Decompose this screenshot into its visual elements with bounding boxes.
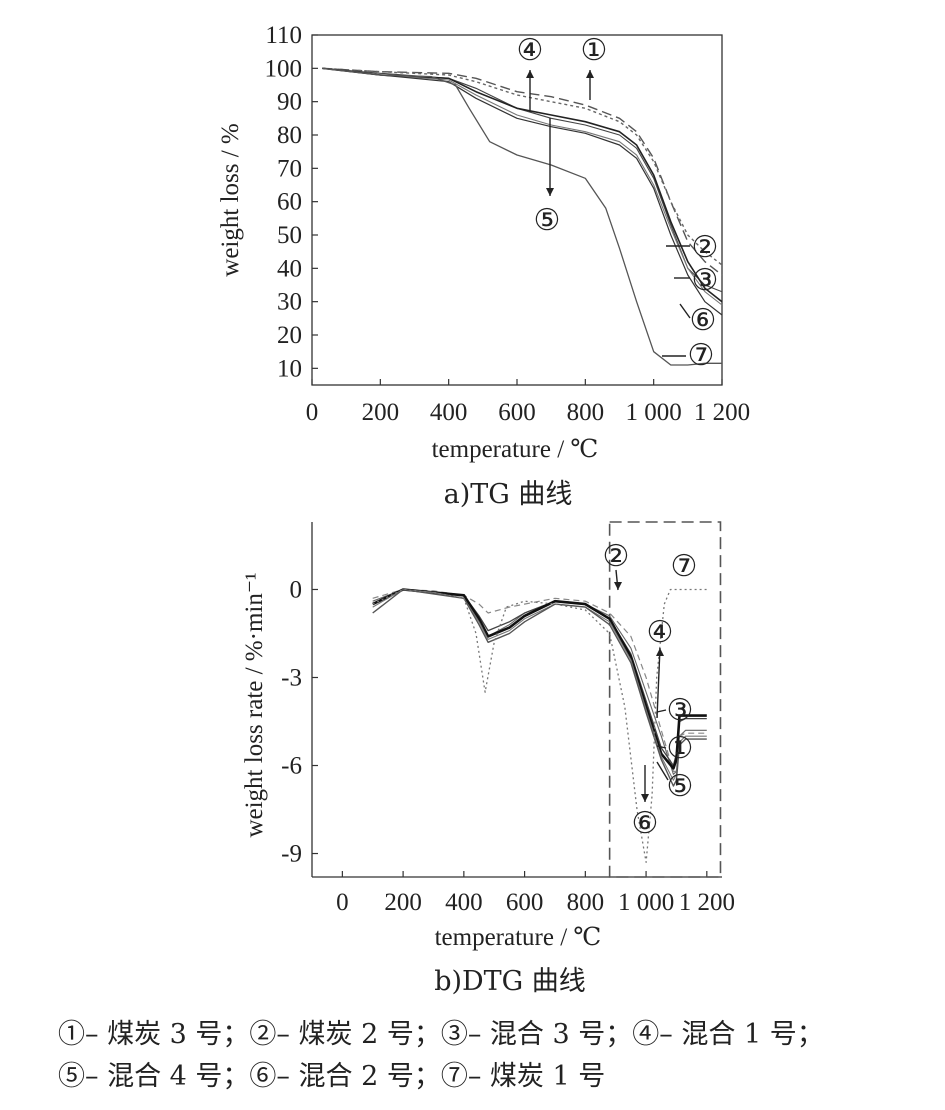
tg-annotation-label: ⑤ [534, 203, 561, 238]
tg-annotation-label: ⑦ [688, 338, 715, 373]
tg-x-tick-label: 200 [362, 399, 400, 426]
dtg-x-tick-label: 800 [567, 889, 605, 916]
tg-x-tick-label: 1 000 [626, 399, 682, 426]
dtg-xlabel: temperature / ℃ [435, 924, 602, 951]
legend-line-2: ⑤– 混合 4 号；⑥– 混合 2 号；⑦– 煤炭 1 号 [58, 1061, 606, 1092]
tg-y-tick-label: 90 [277, 89, 302, 116]
tg-y-tick-label: 40 [277, 255, 302, 282]
tg-annotation-label: ⑥ [690, 303, 717, 338]
tg-annotation-arrow [526, 70, 534, 78]
tg-y-tick-label: 20 [277, 322, 302, 349]
dtg-x-tick-label: 600 [506, 889, 544, 916]
dtg-annotation-arrow [641, 794, 649, 802]
tg-y-tick-label: 10 [277, 355, 302, 382]
dtg-x-tick-label: 0 [336, 889, 349, 916]
tg-x-tick-label: 600 [498, 399, 536, 426]
tg-ylabel: weight loss / % [217, 123, 244, 276]
tg-x-tick-label: 400 [430, 399, 468, 426]
tg-y-tick-label: 50 [277, 222, 302, 249]
dtg-annotation-leader [656, 745, 667, 749]
dtg-ylabel: weight loss rate / %·min⁻¹ [241, 572, 268, 837]
dtg-x-tick-label: 200 [384, 889, 422, 916]
dtg-x-tick-label: 1 200 [679, 889, 735, 916]
tg-x-tick-label: 800 [567, 399, 605, 426]
tg-y-tick-label: 30 [277, 289, 302, 316]
tg-caption: a)TG 曲线 [444, 479, 573, 510]
tg-annotation-leader [679, 303, 691, 319]
tg-xlabel: temperature / ℃ [432, 436, 599, 463]
dtg-y-tick-label: -9 [281, 841, 302, 868]
tg-annotation-label: ① [581, 33, 608, 68]
dtg-annotation-leader [656, 709, 667, 713]
tg-annotation-label: ④ [517, 33, 544, 68]
dtg-annotation-leader [656, 761, 669, 781]
legend-line-1: ①– 煤炭 3 号；②– 煤炭 2 号；③– 混合 3 号；④– 混合 1 号； [58, 1019, 824, 1050]
dtg-series-line [372, 588, 707, 863]
tg-series-line [322, 67, 723, 266]
dtg-y-tick-label: 0 [290, 576, 303, 603]
dtg-annotation-label: ⑥ [632, 806, 659, 841]
dtg-x-tick-label: 1 000 [618, 889, 674, 916]
dtg-caption: b)DTG 曲线 [434, 966, 586, 997]
tg-annotation-label: ② [692, 230, 719, 265]
dtg-x-tick-label: 400 [445, 889, 483, 916]
dtg-annotation-label: ③ [667, 693, 694, 728]
tg-axes [311, 34, 723, 386]
dtg-highlight-box [608, 521, 722, 878]
tg-annotation-label: ③ [692, 263, 719, 298]
tg-y-tick-label: 80 [277, 122, 302, 149]
tg-marks: 0 200 400 600 800 1 000 1 200 10 20 30 40 50 60 70 80 9… [265, 22, 751, 426]
dtg-annotation-arrow [656, 648, 664, 656]
dtg-annotation-arrow [614, 582, 622, 590]
dtg-axes [311, 522, 722, 878]
tg-x-tick-label: 1 200 [694, 399, 750, 426]
tg-y-tick-label: 60 [277, 189, 302, 216]
tg-annotation-arrow [546, 188, 554, 196]
tg-series-line [322, 67, 722, 366]
dtg-y-tick-label: -3 [281, 664, 302, 691]
dtg-series-line [372, 588, 707, 770]
tg-series-line [322, 67, 723, 276]
dtg-annotation-label: ① [667, 731, 694, 766]
dtg-annotation-label: ② [603, 539, 630, 574]
tg-series-line [322, 67, 723, 316]
tg-x-tick-label: 0 [306, 399, 319, 426]
dtg-y-tick-label: -6 [281, 753, 302, 780]
tg-y-tick-label: 110 [265, 22, 302, 49]
tg-y-tick-label: 70 [277, 155, 302, 182]
dtg-annotation-label: ④ [647, 615, 674, 650]
tg-annotation-arrow [586, 70, 594, 78]
dtg-annotation-label: ⑦ [671, 549, 698, 584]
dtg-annotation-leader [656, 647, 661, 719]
dtg-annotation-label: ⑤ [667, 769, 694, 804]
tg-y-tick-label: 100 [265, 55, 303, 82]
chart-figure: temperature / ℃ weight loss / % a)TG 曲线 … [217, 22, 751, 997]
tg-series-line [322, 67, 723, 306]
tg-series-line [322, 67, 723, 303]
